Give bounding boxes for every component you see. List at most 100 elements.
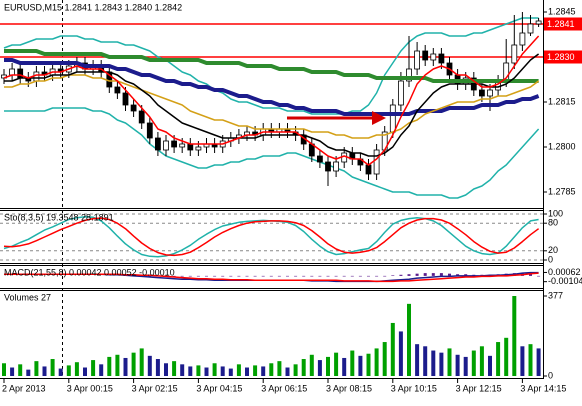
y-tick-label: 1.2785 — [548, 186, 576, 196]
volume-bar — [366, 353, 371, 376]
volume-bar — [236, 364, 241, 376]
candle-body — [422, 50, 429, 61]
volume-bar — [123, 357, 128, 376]
y-tick-label: 0.00062 — [548, 267, 581, 277]
candle-body — [511, 44, 518, 64]
panel-frames — [0, 0, 544, 379]
arrow-head — [372, 111, 386, 125]
candle-body — [179, 143, 186, 148]
volume-bar — [488, 355, 492, 376]
indicator-line — [3, 217, 540, 257]
volume-bar — [18, 364, 23, 376]
y-tick-label: 1.2815 — [548, 96, 576, 106]
volume-bar — [253, 365, 258, 376]
volume-bar — [496, 342, 501, 376]
volume-bar — [504, 337, 509, 376]
candle-body — [316, 155, 323, 163]
y-tick-label: 377 — [548, 290, 563, 300]
volume-bar — [471, 350, 476, 376]
x-tick-label: 3 Apr 06:15 — [261, 383, 307, 393]
volume-bar — [317, 360, 322, 376]
candle-body — [195, 146, 202, 151]
histogram-bar — [358, 275, 362, 277]
candle-body — [130, 104, 137, 112]
price-level-label: 1.2841 — [547, 19, 575, 29]
volume-bar — [164, 363, 168, 376]
panel-title: Sto(8,3,5) 19.3548 28.1891 — [4, 212, 114, 222]
volume-bar — [131, 352, 136, 376]
histogram-bar — [326, 275, 330, 277]
histogram-bar — [229, 275, 233, 277]
x-tick-label: 3 Apr 14:15 — [520, 383, 566, 393]
candle-body — [146, 122, 153, 139]
volume-bar — [220, 366, 225, 376]
volume-bar — [180, 364, 185, 376]
y-tick-label: 0 — [548, 370, 553, 380]
volume-bar — [58, 368, 63, 376]
panel-title: EURUSD,M15 1.2841 1.2843 1.2840 1.2842 — [4, 2, 182, 12]
candle-body — [333, 161, 340, 172]
histogram-bar — [302, 275, 306, 277]
indicator-line — [3, 17, 539, 115]
y-tick-label: 0 — [548, 254, 553, 264]
candle-body — [154, 137, 161, 151]
volume-bar — [2, 363, 6, 376]
volume-bar — [26, 369, 31, 376]
panel-title: Volumes 27 — [4, 292, 51, 302]
indicator-line — [4, 107, 540, 199]
candle-body — [519, 32, 526, 46]
histogram-bar — [253, 275, 257, 277]
volume-bar — [91, 360, 96, 376]
y-tick-label: 100 — [548, 208, 563, 218]
candle-body — [365, 164, 372, 175]
histogram-bar — [456, 274, 460, 276]
volume-bar — [50, 359, 55, 376]
volume-bar — [172, 361, 177, 376]
volume-bar — [34, 361, 39, 376]
histogram-bar — [375, 275, 379, 277]
candle-body — [9, 68, 16, 76]
indicator-line — [3, 35, 540, 166]
histogram-bar — [261, 275, 265, 277]
volume-bar — [342, 357, 347, 376]
volume-bar — [479, 346, 484, 376]
histogram-bar — [318, 275, 322, 277]
x-tick-label: 3 Apr 12:15 — [456, 383, 502, 393]
volume-bar — [10, 367, 15, 376]
histogram-bar — [407, 274, 411, 276]
histogram-bar — [294, 275, 298, 277]
histogram-bar — [439, 273, 443, 276]
candle-body — [389, 104, 396, 133]
price-level-label: 1.2830 — [547, 52, 575, 62]
price-level-box — [544, 17, 582, 31]
volume-bar — [293, 364, 298, 376]
candle-body — [414, 50, 421, 70]
histogram-bar — [196, 275, 200, 277]
indicator-line — [4, 53, 540, 157]
histogram-bar — [237, 275, 241, 277]
histogram-bar — [245, 275, 249, 277]
candle-body — [535, 20, 542, 25]
volume-bar — [309, 354, 314, 376]
histogram-bar — [342, 275, 346, 277]
histogram-bar — [180, 275, 184, 277]
y-tick-label: -0.00104 — [548, 276, 582, 286]
volume-bar — [350, 350, 355, 376]
volume-bar — [261, 366, 266, 376]
histogram-bar — [423, 273, 427, 276]
candle-body — [163, 140, 169, 151]
histogram-bar — [383, 275, 387, 277]
candle-body — [430, 53, 437, 61]
histogram-bar — [286, 275, 289, 277]
volume-bar — [520, 346, 525, 376]
volume-bar — [245, 367, 249, 376]
histogram-bar — [269, 275, 273, 277]
histogram-bar — [391, 275, 395, 276]
indicator-line — [4, 49, 539, 83]
histogram-bar — [431, 273, 435, 276]
histogram-bar — [188, 275, 192, 277]
histogram-bar — [367, 275, 370, 277]
